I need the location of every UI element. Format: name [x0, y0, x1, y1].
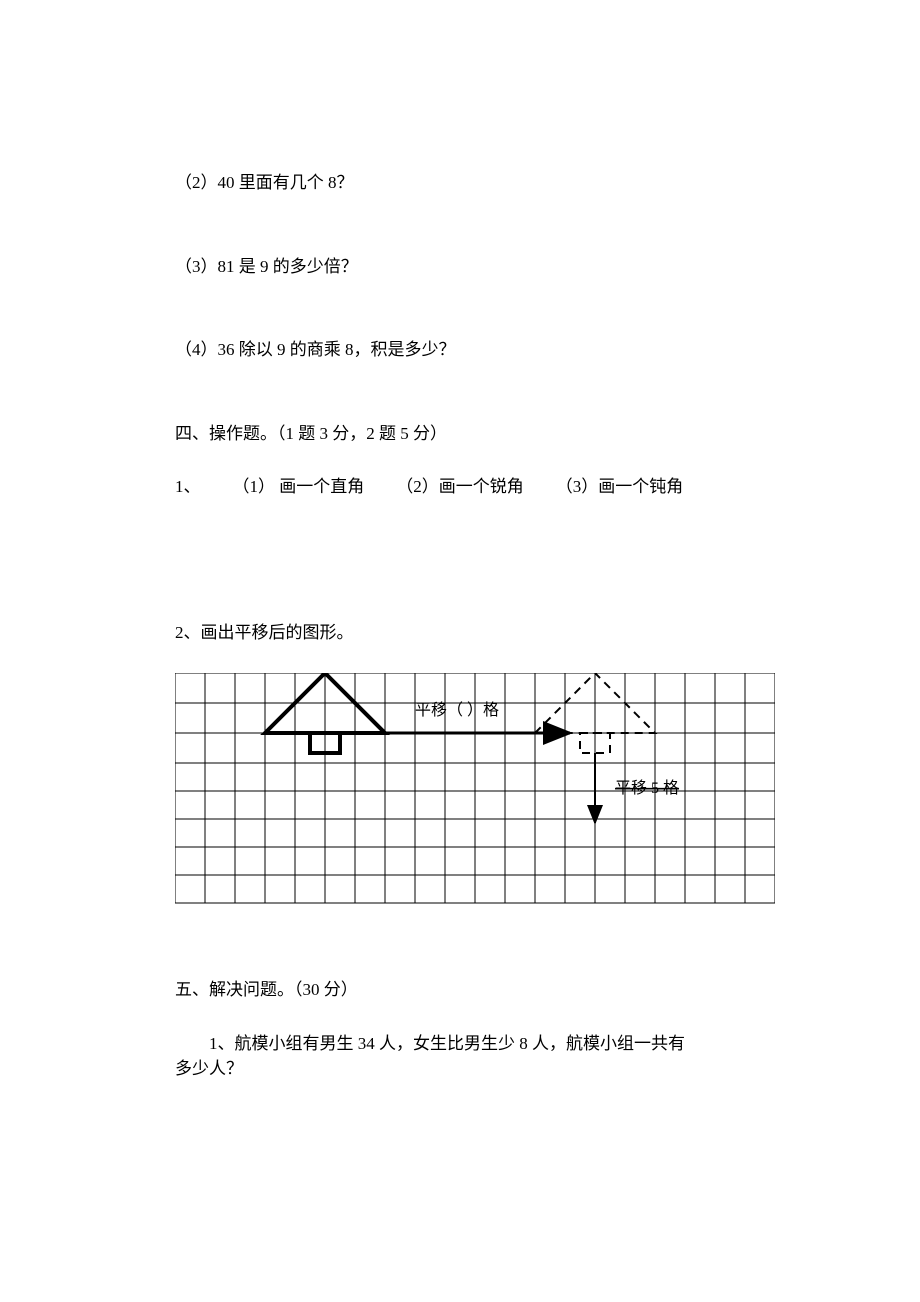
item1-part3: （3）画一个钝角: [556, 474, 684, 500]
svg-text:平移 5 格: 平移 5 格: [615, 779, 679, 797]
grid-diagram: 平移（ ）格平移 5 格: [175, 673, 775, 953]
q1-line1: 1、航模小组有男生 34 人，女生比男生少 8 人，航模小组一共有: [175, 1031, 770, 1057]
page: （2）40 里面有几个 8？ （3）81 是 9 的多少倍？ （4）36 除以 …: [0, 0, 920, 1202]
section-5-title: 五、解决问题。（30 分）: [175, 977, 770, 1003]
question-4: （4）36 除以 9 的商乘 8，积是多少？: [175, 337, 770, 363]
section-4-title: 四、操作题。（1 题 3 分，2 题 5 分）: [175, 421, 770, 447]
item1-part1: （1） 画一个直角: [233, 474, 365, 500]
item1-prefix: 1、: [175, 474, 201, 500]
item1-part2: （2）画一个锐角: [396, 474, 524, 500]
q1-line2: 多少人？: [175, 1056, 770, 1082]
section-4-item-2: 2、画出平移后的图形。: [175, 620, 770, 646]
section-5-q1: 1、航模小组有男生 34 人，女生比男生少 8 人，航模小组一共有 多少人？: [175, 1031, 770, 1082]
question-2: （2）40 里面有几个 8？: [175, 170, 770, 196]
section-4-item-1: 1、 （1） 画一个直角 （2）画一个锐角 （3）画一个钝角: [175, 474, 770, 500]
question-3: （3）81 是 9 的多少倍？: [175, 254, 770, 280]
svg-text:平移（ ）格: 平移（ ）格: [415, 701, 499, 719]
translation-figure: 平移（ ）格平移 5 格: [175, 673, 770, 953]
